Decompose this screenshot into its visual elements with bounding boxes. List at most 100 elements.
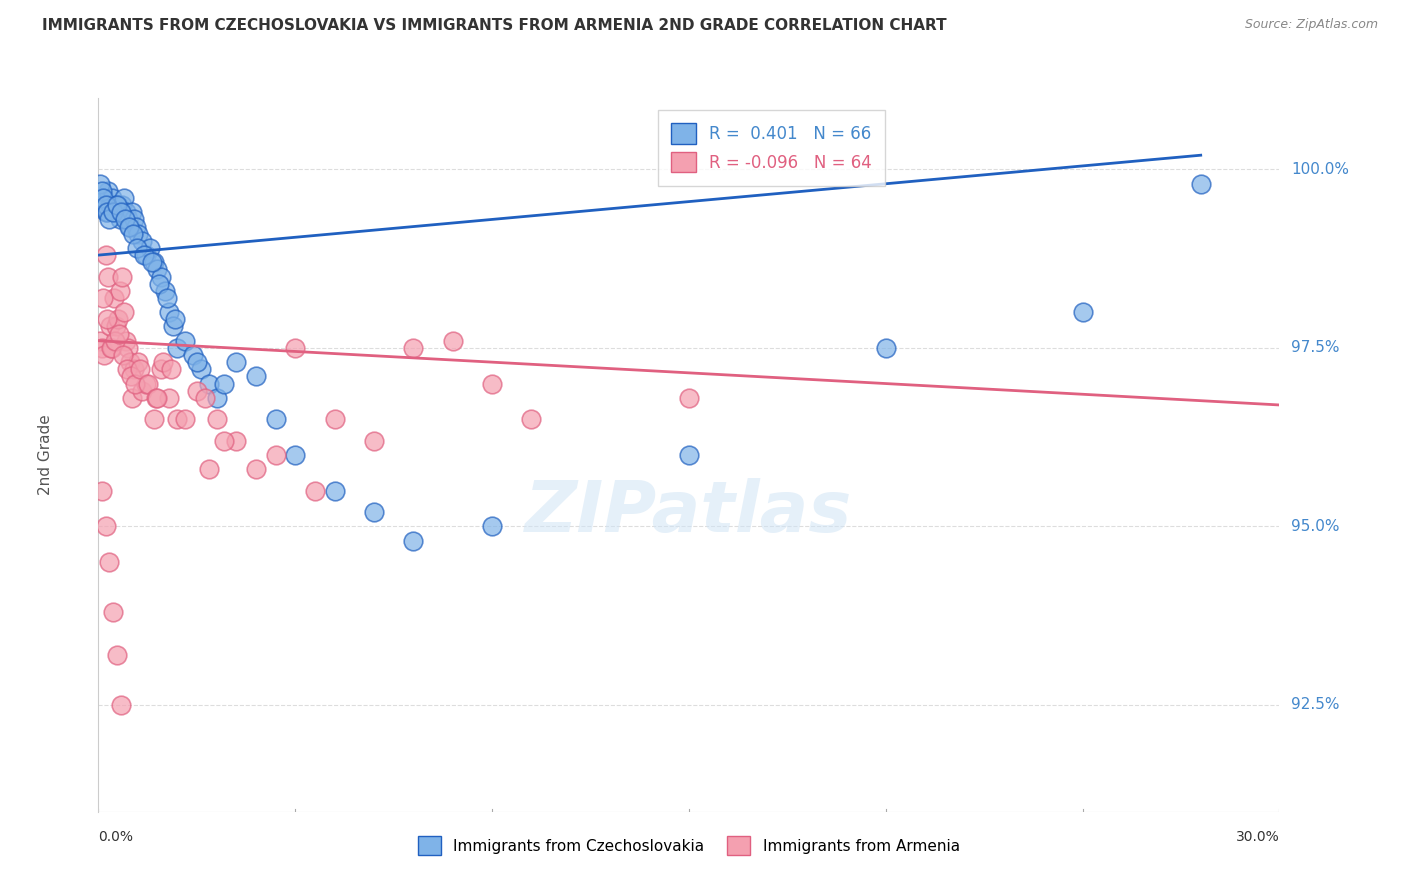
Point [190, 362, 212, 376]
Point [205, 391, 228, 405]
Point [98, 212, 121, 227]
Point [128, 362, 150, 376]
Point [148, 277, 170, 291]
Point [166, 412, 188, 426]
Point [124, 376, 146, 391]
Point [156, 291, 179, 305]
Point [100, 341, 122, 355]
Point [138, 241, 160, 255]
Point [110, 698, 132, 712]
Point [197, 376, 219, 391]
Point [108, 212, 131, 227]
Point [142, 412, 165, 426]
Point [118, 219, 141, 234]
Point [93, 191, 115, 205]
Point [127, 355, 149, 369]
Point [127, 227, 149, 241]
Point [103, 205, 125, 219]
Point [125, 241, 148, 255]
Point [101, 191, 124, 205]
Point [96, 205, 118, 219]
Point [150, 269, 173, 284]
Text: 92.5%: 92.5% [1291, 698, 1340, 712]
Point [146, 391, 169, 405]
Text: 30.0%: 30.0% [1236, 830, 1279, 844]
Point [225, 355, 247, 369]
Point [142, 255, 165, 269]
Point [98, 198, 121, 212]
Point [245, 369, 267, 384]
Point [94, 519, 117, 533]
Point [481, 519, 503, 533]
Point [520, 412, 543, 426]
Point [105, 198, 128, 212]
Point [122, 227, 145, 241]
Point [103, 205, 125, 219]
Text: 95.0%: 95.0% [1291, 519, 1340, 533]
Point [93, 348, 115, 362]
Point [131, 384, 153, 398]
Point [264, 448, 287, 462]
Point [157, 391, 180, 405]
Point [90, 483, 112, 498]
Point [94, 198, 117, 212]
Point [214, 434, 236, 448]
Point [121, 205, 143, 219]
Point [166, 341, 188, 355]
Point [441, 334, 464, 348]
Point [152, 355, 174, 369]
Point [225, 434, 247, 448]
Point [103, 605, 125, 619]
Point [101, 341, 124, 355]
Point [402, 533, 425, 548]
Point [323, 483, 346, 498]
Point [155, 284, 177, 298]
Point [89, 334, 111, 348]
Point [122, 212, 145, 227]
Point [118, 219, 141, 234]
Text: 100.0%: 100.0% [1291, 162, 1350, 177]
Point [1071, 305, 1094, 319]
Point [96, 205, 118, 219]
Point [98, 555, 121, 569]
Point [141, 255, 163, 269]
Point [90, 184, 112, 198]
Point [402, 341, 425, 355]
Point [174, 334, 197, 348]
Point [118, 355, 141, 369]
Point [132, 248, 155, 262]
Point [104, 334, 127, 348]
Point [284, 341, 307, 355]
Point [105, 319, 128, 334]
Point [111, 348, 134, 362]
Point [304, 483, 326, 498]
Point [103, 291, 125, 305]
Point [108, 284, 131, 298]
Point [117, 212, 139, 227]
Point [91, 191, 114, 205]
Point [135, 248, 157, 262]
Text: 0.0%: 0.0% [98, 830, 134, 844]
Text: 2nd Grade: 2nd Grade [38, 415, 53, 495]
Point [98, 319, 121, 334]
Point [131, 234, 153, 248]
Point [91, 198, 114, 212]
Point [117, 341, 139, 355]
Text: 97.5%: 97.5% [1291, 341, 1340, 355]
Point [115, 205, 138, 219]
Point [875, 341, 897, 355]
Point [194, 391, 217, 405]
Text: Source: ZipAtlas.com: Source: ZipAtlas.com [1244, 18, 1378, 31]
Point [205, 412, 228, 426]
Point [97, 269, 120, 284]
Point [214, 376, 236, 391]
Point [146, 262, 169, 277]
Point [91, 341, 114, 355]
Point [678, 448, 700, 462]
Point [89, 177, 111, 191]
Point [165, 312, 187, 326]
Point [678, 391, 700, 405]
Point [323, 412, 346, 426]
Point [245, 462, 267, 476]
Point [105, 198, 128, 212]
